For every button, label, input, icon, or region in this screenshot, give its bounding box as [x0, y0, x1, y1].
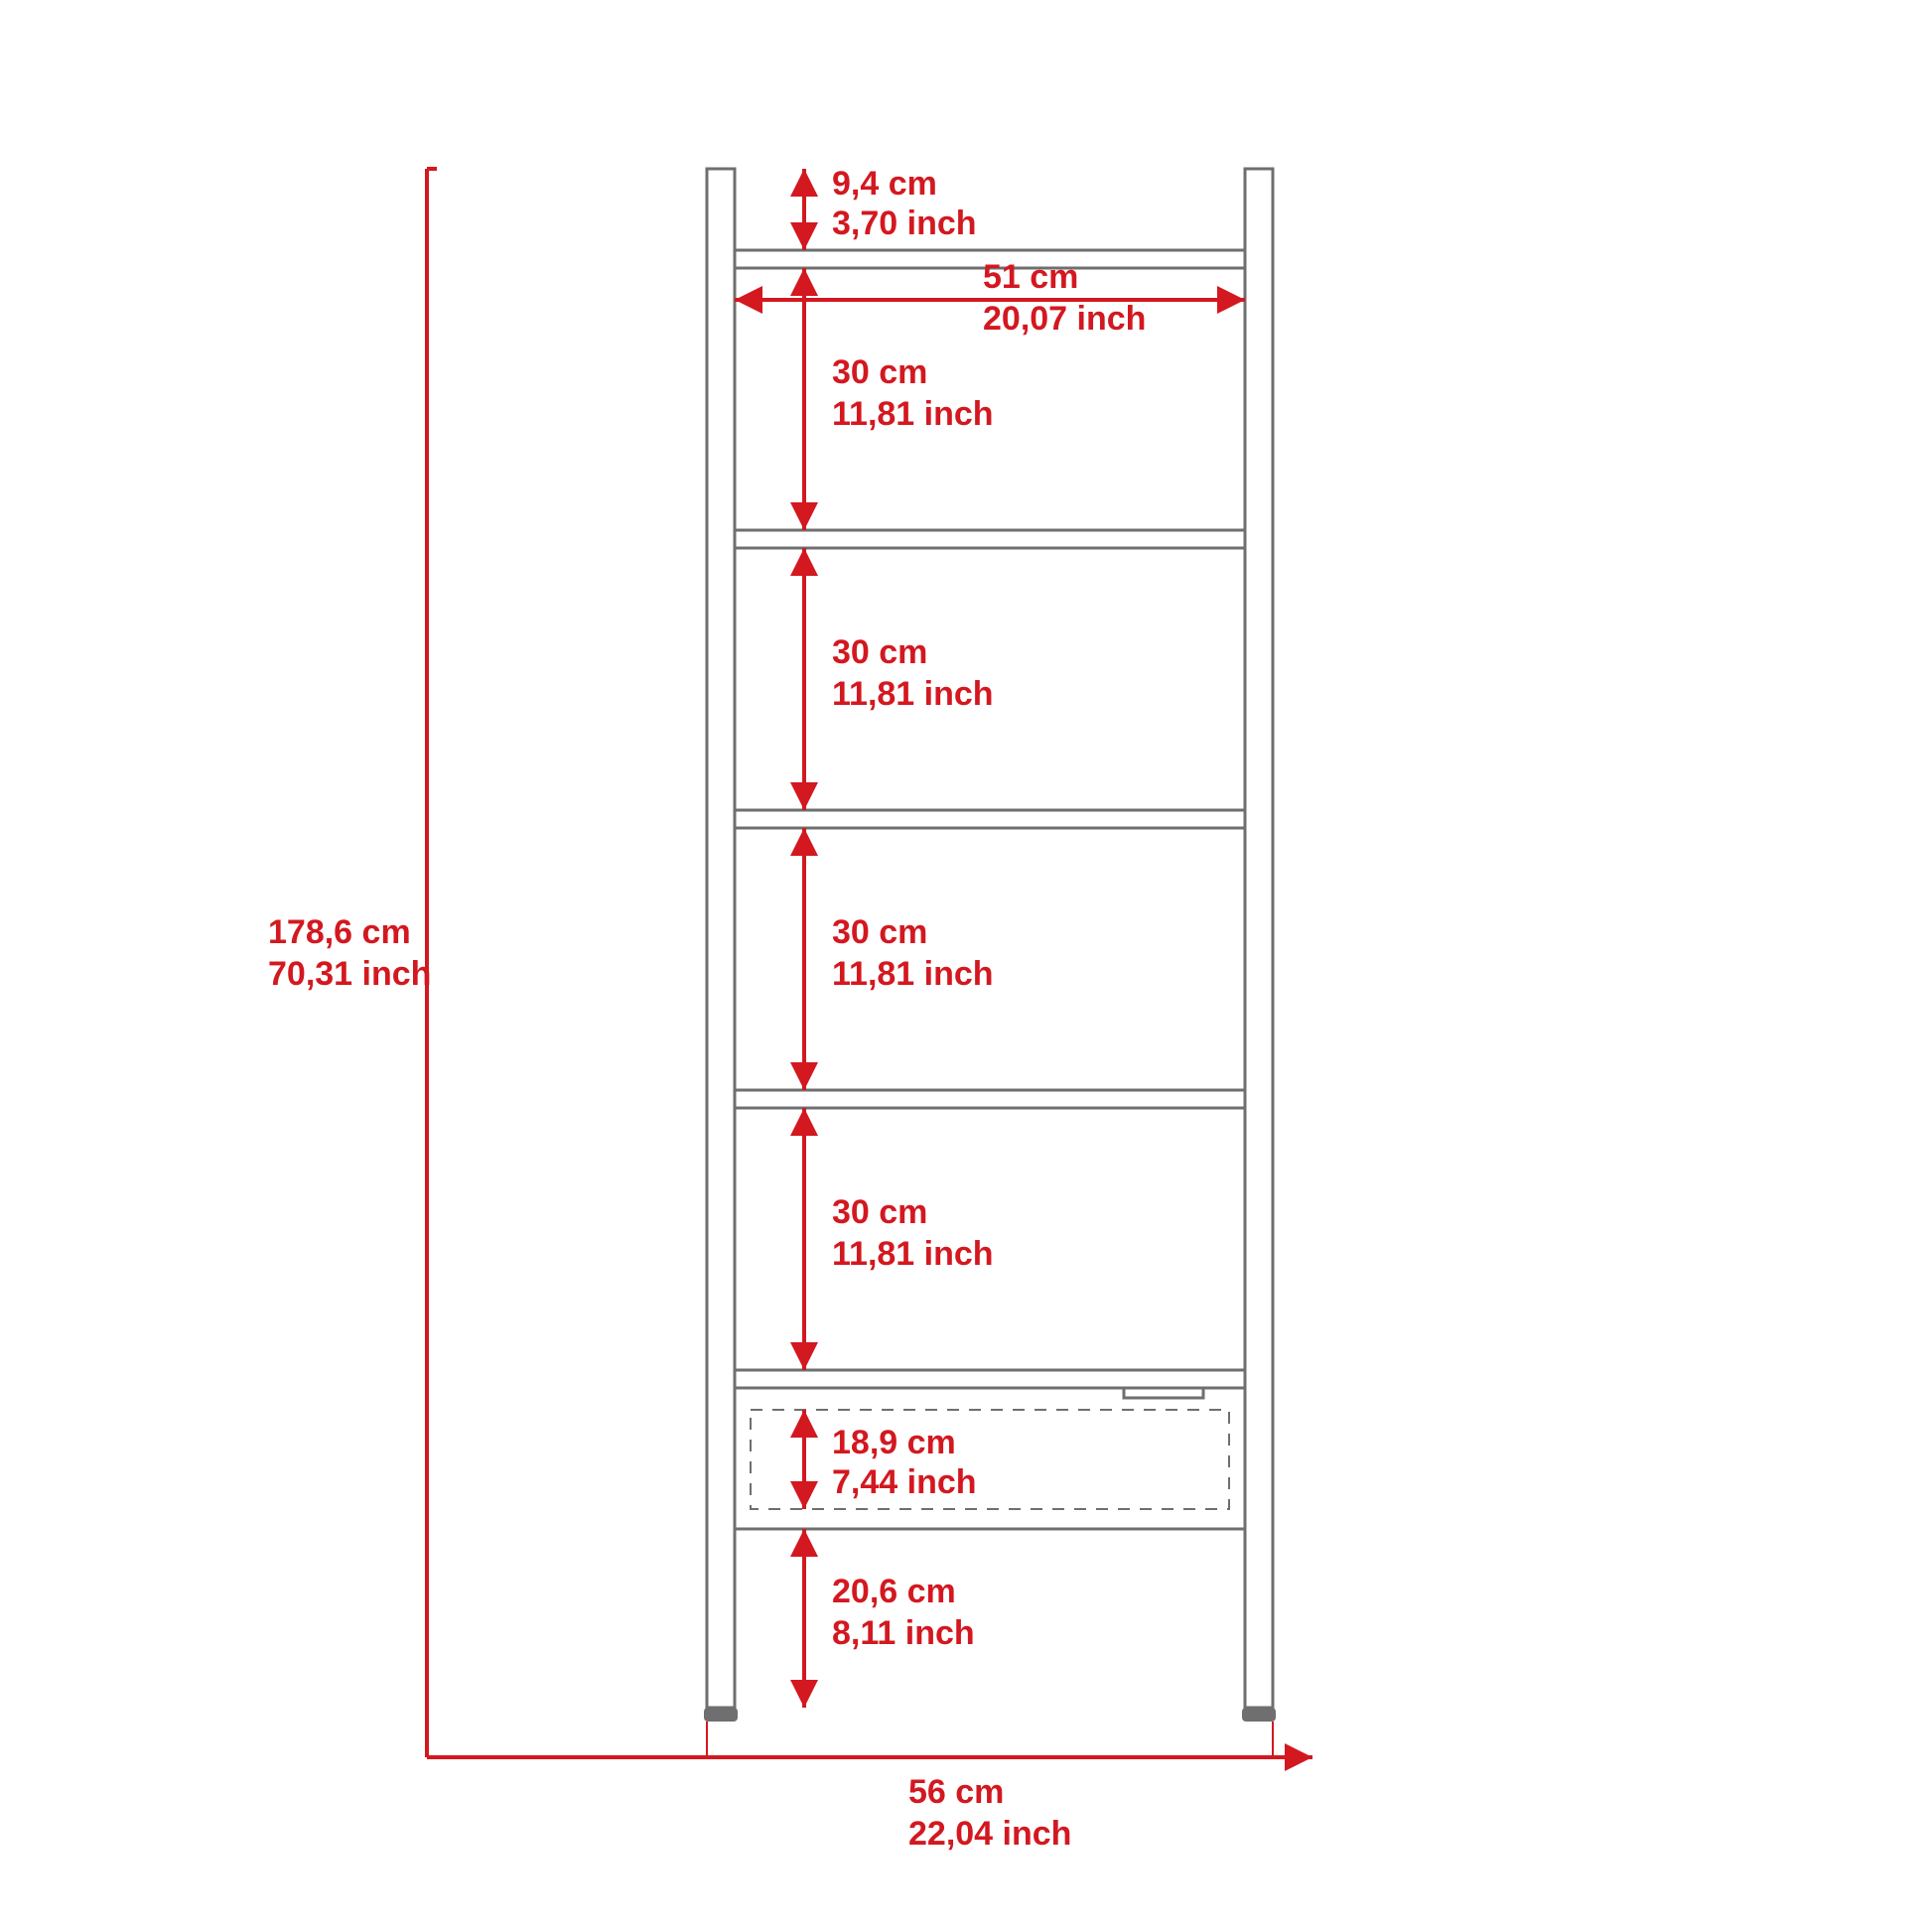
dim-topgap-cm: 9,4 cm: [832, 165, 937, 203]
dim-shelf2-cm: 30 cm: [832, 633, 927, 671]
dim-shelf2-inch: 11,81 inch: [832, 675, 994, 713]
dim-innerw-cm: 51 cm: [983, 258, 1078, 296]
dim-shelf4-cm: 30 cm: [832, 1193, 927, 1231]
dim-topgap-inch: 3,70 inch: [832, 205, 977, 242]
dim-shelf4-inch: 11,81 inch: [832, 1235, 994, 1273]
dim-height-inch: 70,31 inch: [268, 955, 431, 993]
dim-shelf1-cm: 30 cm: [832, 353, 927, 391]
dim-height-cm: 178,6 cm: [268, 913, 411, 951]
dim-leg-cm: 20,6 cm: [832, 1573, 956, 1610]
dim-drawer-inch: 7,44 inch: [832, 1463, 977, 1501]
dim-shelf3-cm: 30 cm: [832, 913, 927, 951]
dim-width-cm: 56 cm: [908, 1773, 1004, 1811]
dim-drawer-cm: 18,9 cm: [832, 1424, 956, 1461]
dim-width-inch: 22,04 inch: [908, 1815, 1071, 1853]
dim-innerw-inch: 20,07 inch: [983, 300, 1146, 338]
dim-shelf3-inch: 11,81 inch: [832, 955, 994, 993]
dim-shelf1-inch: 11,81 inch: [832, 395, 994, 433]
dim-leg-inch: 8,11 inch: [832, 1614, 975, 1652]
